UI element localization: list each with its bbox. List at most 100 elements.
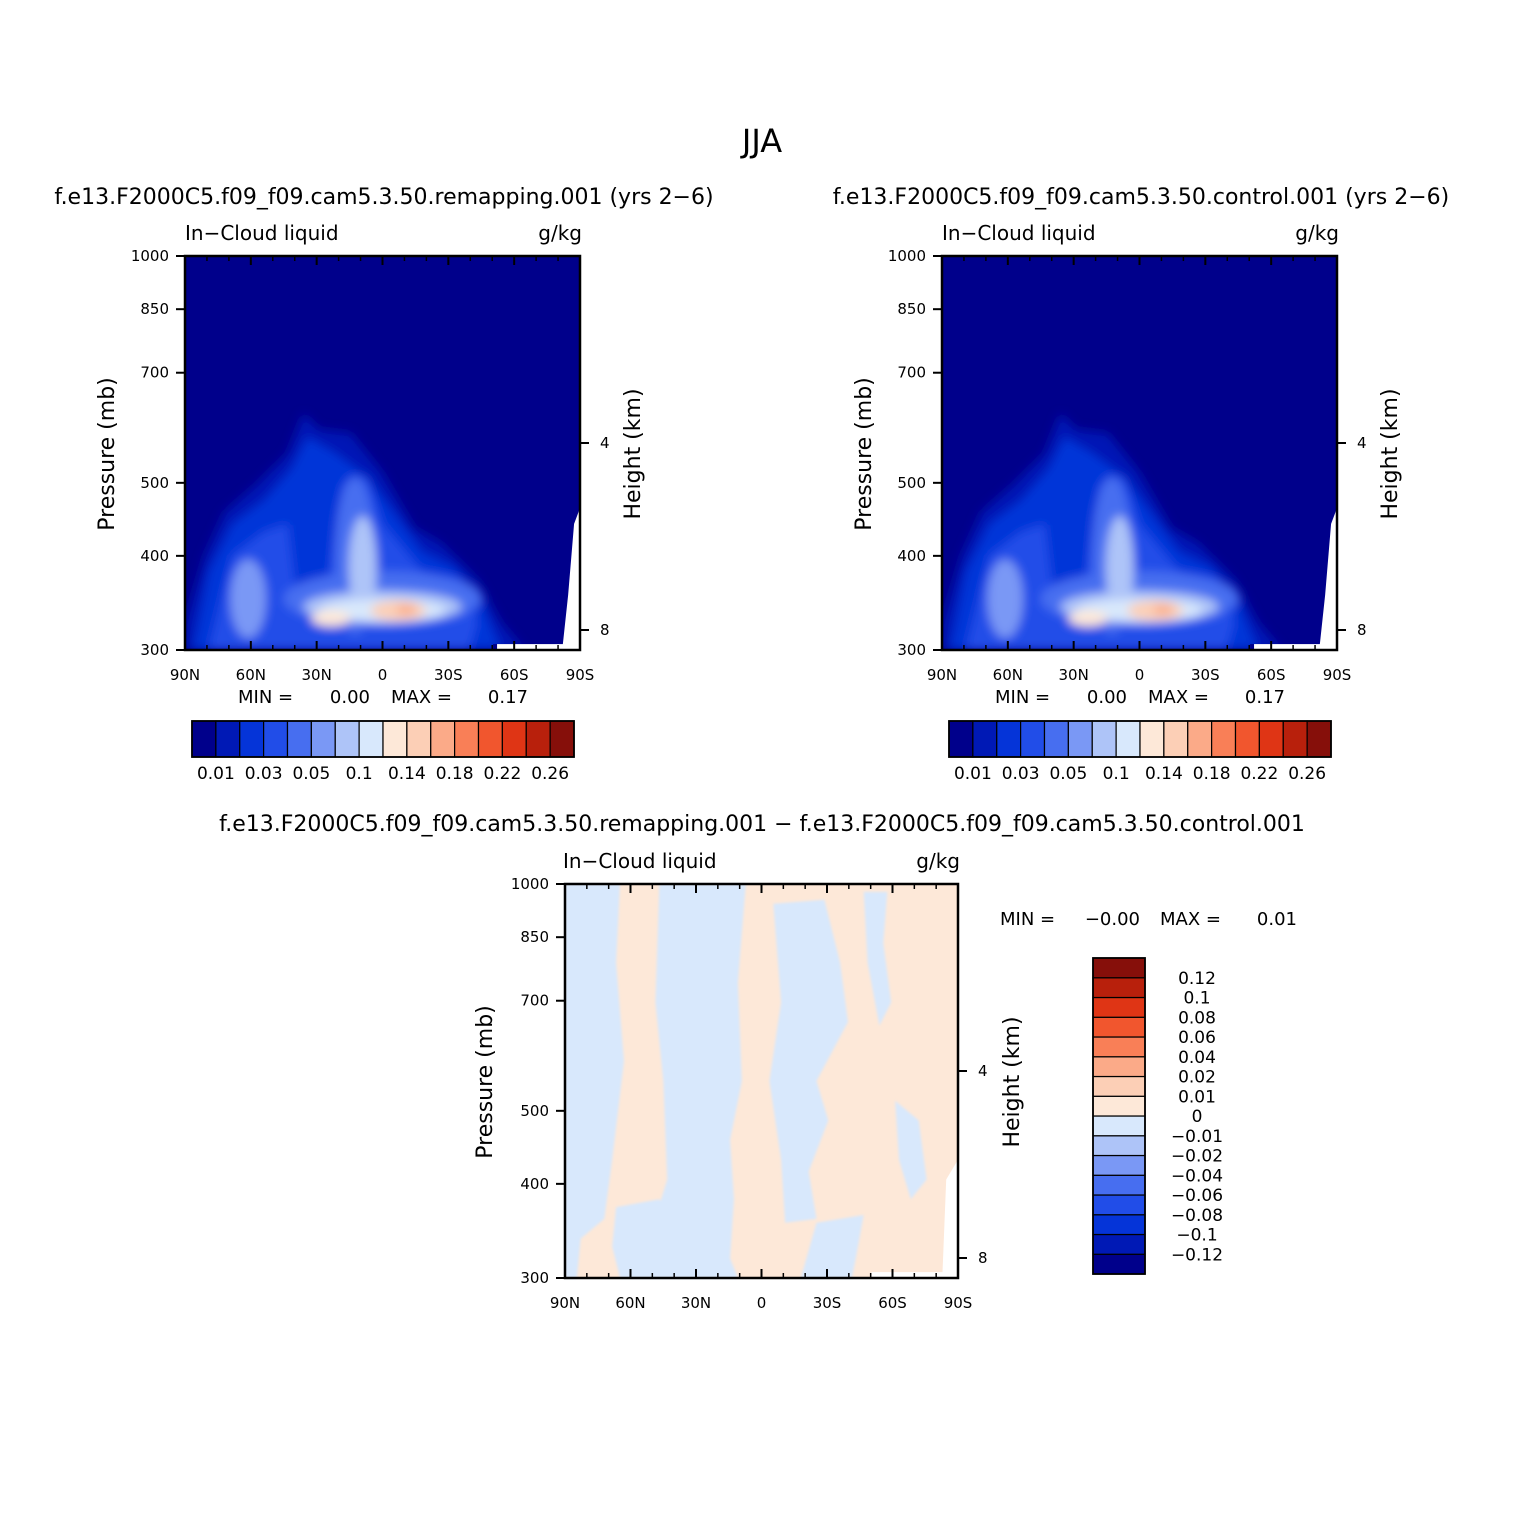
y-right-tick-label: 8 bbox=[978, 1249, 988, 1267]
colorbar-label: −0.1 bbox=[1176, 1226, 1217, 1246]
colorbar-label: 0.01 bbox=[954, 764, 992, 784]
x-tick-label: 30N bbox=[681, 1294, 711, 1312]
min-value: 0.00 bbox=[1087, 687, 1127, 708]
colorbar-label: 0.14 bbox=[388, 764, 426, 784]
colorbar-label: −0.06 bbox=[1171, 1186, 1223, 1206]
x-axis: 90N 60N 30N 0 30S 60S 90S bbox=[927, 256, 1351, 684]
colorbar-label: 0.18 bbox=[1193, 764, 1231, 784]
colorbar-box bbox=[191, 720, 217, 758]
colorbar-label: 0.05 bbox=[292, 764, 330, 784]
colorbar-box bbox=[1092, 1253, 1146, 1275]
contour-level-negative bbox=[800, 1215, 864, 1278]
max-value: 0.17 bbox=[488, 687, 528, 708]
colorbar-box bbox=[1020, 720, 1046, 758]
x-tick-label: 30S bbox=[434, 666, 463, 684]
colorbar-label: 0.04 bbox=[1178, 1048, 1216, 1068]
y-right-tick-label: 4 bbox=[600, 434, 610, 452]
min-value: 0.00 bbox=[330, 687, 370, 708]
colorbar-box bbox=[1211, 720, 1237, 758]
colorbar-label: 0.26 bbox=[531, 764, 569, 784]
panel-control: f.e13.F2000C5.f09_f09.cam5.3.50.control.… bbox=[833, 185, 1449, 784]
y-tick-label: 700 bbox=[140, 364, 169, 382]
contour-level-10 bbox=[396, 605, 417, 615]
no-data-region bbox=[497, 644, 565, 650]
colorbar-box bbox=[1092, 1036, 1146, 1058]
x-tick-label: 60N bbox=[236, 666, 266, 684]
colorbar-label: −0.02 bbox=[1171, 1147, 1223, 1167]
y-tick-label: 400 bbox=[140, 547, 169, 565]
colorbar-box bbox=[1092, 1075, 1146, 1097]
y-tick-label: 400 bbox=[520, 1175, 549, 1193]
colorbar-box bbox=[1092, 1194, 1146, 1216]
colorbar-box bbox=[239, 720, 265, 758]
y-axis-label-right: Height (km) bbox=[1000, 1016, 1025, 1147]
y-tick-label: 400 bbox=[897, 547, 926, 565]
colorbar-box bbox=[263, 720, 289, 758]
x-tick-label: 0 bbox=[1135, 666, 1145, 684]
contour-level-10 bbox=[1153, 605, 1174, 615]
colorbar-label: −0.12 bbox=[1171, 1245, 1223, 1265]
colorbar-label: 0.08 bbox=[1178, 1008, 1216, 1028]
contour-level-negative bbox=[565, 884, 624, 1278]
max-value: 0.17 bbox=[1245, 687, 1285, 708]
colorbar-box bbox=[525, 720, 551, 758]
colorbar-label: 0.06 bbox=[1178, 1028, 1216, 1048]
x-tick-label: 90S bbox=[566, 666, 595, 684]
contour-level-negative bbox=[643, 884, 746, 1278]
y-axis: 300 400 500 700 850 1000 bbox=[131, 247, 185, 659]
y-axis-label-right: Height (km) bbox=[1378, 388, 1403, 519]
colorbar-label: 0.1 bbox=[1103, 764, 1130, 784]
y-right-tick-label: 8 bbox=[600, 621, 610, 639]
contour-field bbox=[565, 884, 958, 1278]
panel-title: f.e13.F2000C5.f09_f09.cam5.3.50.remappin… bbox=[54, 185, 713, 210]
field-shapes bbox=[942, 413, 1337, 650]
max-label: MAX = bbox=[391, 687, 452, 708]
colorbar-label: 0.1 bbox=[346, 764, 373, 784]
y-axis-right: 84 bbox=[958, 1062, 988, 1267]
colorbar-box bbox=[1092, 1214, 1146, 1236]
y-axis-label: Pressure (mb) bbox=[473, 1005, 498, 1159]
panel-remapping: f.e13.F2000C5.f09_f09.cam5.3.50.remappin… bbox=[54, 185, 713, 784]
colorbar-box bbox=[1092, 1174, 1146, 1196]
left-string: In−Cloud liquid bbox=[563, 849, 717, 873]
colorbar-box bbox=[406, 720, 432, 758]
colorbar-box bbox=[501, 720, 527, 758]
colorbar-box bbox=[1163, 720, 1189, 758]
colorbar-box bbox=[549, 720, 575, 758]
colorbar-box bbox=[1092, 1095, 1146, 1117]
contour-field bbox=[185, 256, 580, 650]
field-blurred bbox=[185, 413, 525, 650]
figure-title: JJA bbox=[740, 122, 782, 160]
colorbar-box bbox=[382, 720, 408, 758]
y-tick-label: 500 bbox=[520, 1102, 549, 1120]
colorbar-label: 0.14 bbox=[1145, 764, 1183, 784]
colorbar-box bbox=[1258, 720, 1284, 758]
colorbar-box bbox=[358, 720, 384, 758]
colorbar-box bbox=[477, 720, 503, 758]
x-tick-label: 0 bbox=[757, 1294, 767, 1312]
colorbar-box bbox=[454, 720, 480, 758]
right-string: g/kg bbox=[916, 849, 960, 873]
x-tick-label: 90N bbox=[170, 666, 200, 684]
field-shapes bbox=[565, 884, 927, 1278]
colorbar-box bbox=[1043, 720, 1069, 758]
colorbar-box bbox=[1092, 1115, 1146, 1137]
min-value: −0.00 bbox=[1085, 909, 1140, 930]
y-right-tick-label: 4 bbox=[1357, 434, 1367, 452]
left-string: In−Cloud liquid bbox=[185, 221, 339, 245]
x-tick-label: 60N bbox=[615, 1294, 645, 1312]
colorbar-label: 0.01 bbox=[1178, 1087, 1216, 1107]
y-tick-label: 300 bbox=[897, 641, 926, 659]
x-tick-label: 60S bbox=[1257, 666, 1286, 684]
colorbar-box bbox=[1092, 996, 1146, 1018]
right-string: g/kg bbox=[538, 221, 582, 245]
y-tick-label: 1000 bbox=[131, 247, 169, 265]
y-right-tick-label: 4 bbox=[978, 1062, 988, 1080]
y-tick-label: 700 bbox=[897, 364, 926, 382]
contour-level-8 bbox=[311, 610, 351, 627]
colorbar-box bbox=[1092, 1135, 1146, 1157]
colorbar-box bbox=[1187, 720, 1213, 758]
colorbar-label: 0.18 bbox=[436, 764, 474, 784]
x-tick-label: 60N bbox=[993, 666, 1023, 684]
contour-level-5 bbox=[230, 559, 266, 639]
